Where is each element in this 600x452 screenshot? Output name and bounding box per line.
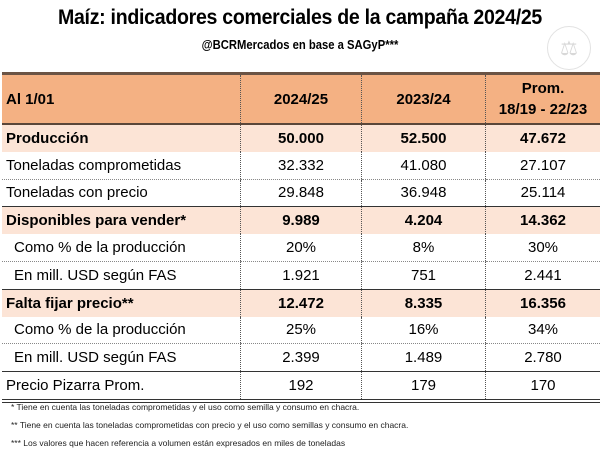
cell-average: 14.362 <box>486 207 600 234</box>
table-row: Toneladas con precio 29.848 36.948 25.11… <box>2 179 600 207</box>
column-header-average-line1: Prom. <box>486 78 600 99</box>
cell-average: 25.114 <box>486 179 600 207</box>
cell-average: 2.441 <box>486 261 600 289</box>
cell-2024-25: 192 <box>241 372 362 401</box>
row-label: Toneladas comprometidas <box>2 152 241 179</box>
row-label: En mill. USD según FAS <box>2 261 241 289</box>
column-header-average: Prom. 18/19 - 22/23 <box>486 75 600 124</box>
table-row: Como % de la producción 20% 8% 30% <box>2 234 600 261</box>
footnotes: * Tiene en cuenta las toneladas comprome… <box>11 398 408 452</box>
cell-2023-24: 179 <box>362 372 486 401</box>
cell-2023-24: 4.204 <box>362 207 486 234</box>
cell-average: 27.107 <box>486 152 600 179</box>
table-header-row: Al 1/01 2024/25 2023/24 Prom. 18/19 - 22… <box>2 75 600 124</box>
table-row: Como % de la producción 25% 16% 34% <box>2 317 600 344</box>
cell-2024-25: 25% <box>241 317 362 344</box>
cell-2024-25: 29.848 <box>241 179 362 207</box>
cell-average: 30% <box>486 234 600 261</box>
table-row: En mill. USD según FAS 2.399 1.489 2.780 <box>2 344 600 372</box>
cell-average: 47.672 <box>486 124 600 152</box>
indicators-table: Al 1/01 2024/25 2023/24 Prom. 18/19 - 22… <box>2 72 600 403</box>
page-subtitle: @BCRMercados en base a SAGyP*** <box>30 38 570 52</box>
cell-average: 16.356 <box>486 289 600 316</box>
column-header-date: Al 1/01 <box>2 75 241 124</box>
cell-2024-25: 12.472 <box>241 289 362 316</box>
table-row: Toneladas comprometidas 32.332 41.080 27… <box>2 152 600 179</box>
cell-average: 170 <box>486 372 600 401</box>
row-label: Como % de la producción <box>2 234 241 261</box>
cell-2023-24: 52.500 <box>362 124 486 152</box>
row-label: Falta fijar precio** <box>2 289 241 316</box>
cell-2024-25: 20% <box>241 234 362 261</box>
row-label: Producción <box>2 124 241 152</box>
column-header-2023-24: 2023/24 <box>362 75 486 124</box>
table-row: Precio Pizarra Prom. 192 179 170 <box>2 372 600 401</box>
cell-2024-25: 32.332 <box>241 152 362 179</box>
cell-2023-24: 41.080 <box>362 152 486 179</box>
row-label: Precio Pizarra Prom. <box>2 372 241 401</box>
cell-2023-24: 8.335 <box>362 289 486 316</box>
footnote: *** Los valores que hacen referencia a v… <box>11 434 408 452</box>
cell-2023-24: 8% <box>362 234 486 261</box>
table-row: Producción 50.000 52.500 47.672 <box>2 124 600 152</box>
row-label: En mill. USD según FAS <box>2 344 241 372</box>
row-label: Disponibles para vender* <box>2 207 241 234</box>
cell-2024-25: 9.989 <box>241 207 362 234</box>
row-label: Como % de la producción <box>2 317 241 344</box>
page-title: Maíz: indicadores comerciales de la camp… <box>21 6 579 30</box>
cell-2024-25: 1.921 <box>241 261 362 289</box>
table-row: En mill. USD según FAS 1.921 751 2.441 <box>2 261 600 289</box>
cell-2023-24: 16% <box>362 317 486 344</box>
cell-2024-25: 50.000 <box>241 124 362 152</box>
scales-of-justice-seal-icon: ⚖ <box>547 26 591 70</box>
cell-average: 2.780 <box>486 344 600 372</box>
cell-2023-24: 751 <box>362 261 486 289</box>
column-header-2024-25: 2024/25 <box>241 75 362 124</box>
footnote: * Tiene en cuenta las toneladas comprome… <box>11 398 408 416</box>
table-row: Disponibles para vender* 9.989 4.204 14.… <box>2 207 600 234</box>
column-header-average-line2: 18/19 - 22/23 <box>486 99 600 120</box>
table-row: Falta fijar precio** 12.472 8.335 16.356 <box>2 289 600 316</box>
footnote: ** Tiene en cuenta las toneladas comprom… <box>11 416 408 434</box>
row-label: Toneladas con precio <box>2 179 241 207</box>
cell-2024-25: 2.399 <box>241 344 362 372</box>
cell-2023-24: 1.489 <box>362 344 486 372</box>
cell-2023-24: 36.948 <box>362 179 486 207</box>
cell-average: 34% <box>486 317 600 344</box>
